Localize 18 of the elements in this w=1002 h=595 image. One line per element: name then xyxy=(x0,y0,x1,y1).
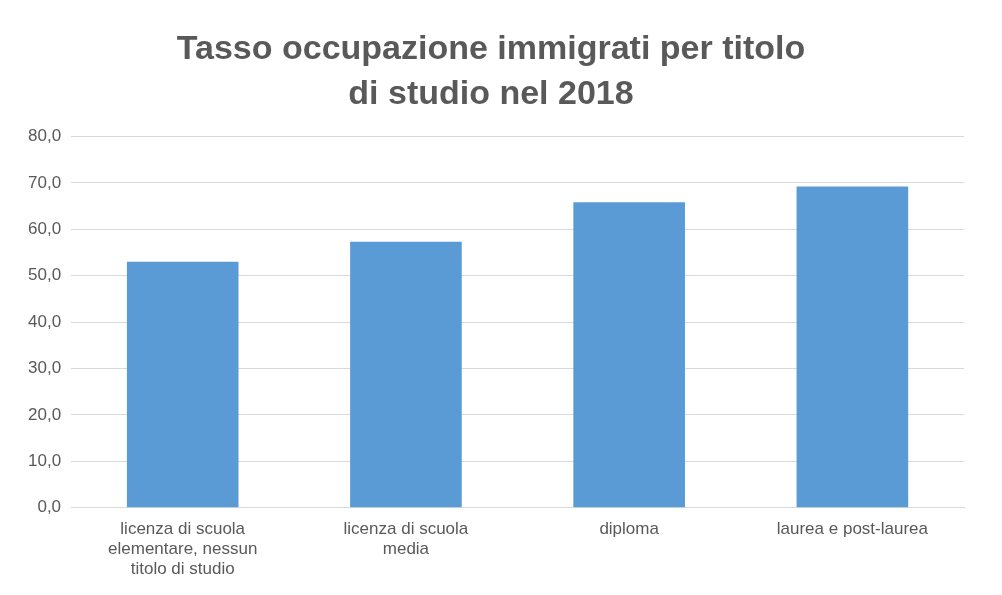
y-tick-label: 0,0 xyxy=(37,497,62,517)
bar xyxy=(573,202,685,508)
x-tick-label: laurea e post-laurea xyxy=(776,518,929,538)
y-tick-label: 80,0 xyxy=(27,126,62,146)
bar xyxy=(126,261,239,508)
y-tick-label: 60,0 xyxy=(27,218,62,238)
y-tick-label: 20,0 xyxy=(27,404,62,424)
y-tick-label: 50,0 xyxy=(27,265,62,285)
bar xyxy=(796,186,909,508)
y-tick-label: 70,0 xyxy=(27,172,62,192)
y-tick-label: 40,0 xyxy=(27,311,62,331)
bar xyxy=(350,241,462,508)
x-tick-label: licenza di scuola elementare, nessun titolo di studio xyxy=(108,518,258,579)
x-tick-label: diploma xyxy=(599,518,660,538)
x-tick-label: licenza di scuola media xyxy=(343,518,469,559)
chart-title: Tasso occupazione immigrati per titolo di studio nel 2018 xyxy=(176,28,806,111)
y-tick-label: 10,0 xyxy=(27,451,62,471)
y-tick-label: 30,0 xyxy=(27,358,62,378)
